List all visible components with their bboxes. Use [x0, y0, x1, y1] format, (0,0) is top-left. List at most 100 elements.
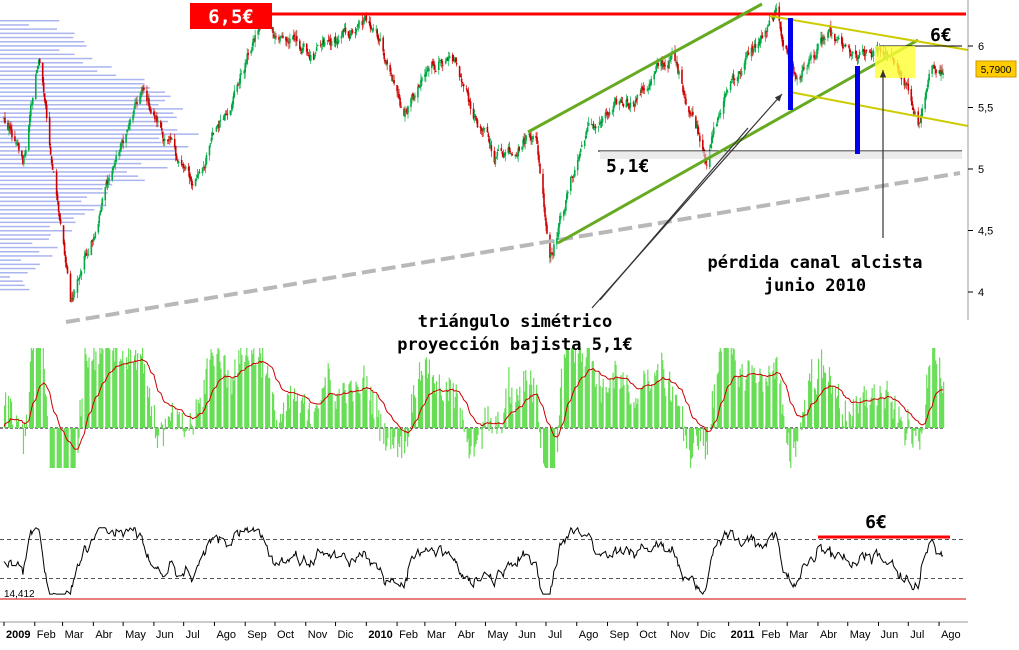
candle-body	[684, 97, 686, 99]
oscillator-bar	[88, 358, 89, 428]
oscillator-bar	[755, 383, 756, 428]
candle-body	[802, 67, 804, 71]
candle-body	[906, 83, 908, 84]
candle-body	[738, 71, 740, 79]
candle-body	[669, 60, 671, 61]
candle-body	[289, 39, 291, 43]
oscillator-bar	[182, 413, 183, 428]
oscillator-bar	[269, 378, 270, 428]
candle-body	[602, 119, 604, 123]
candle-body	[588, 123, 590, 126]
x-tick-label: Dic	[700, 629, 716, 641]
candle-body	[23, 157, 25, 164]
candle-body	[633, 102, 635, 103]
oscillator-bar	[561, 369, 562, 428]
candle-body	[855, 51, 857, 55]
oscillator-bar	[275, 428, 276, 429]
volume-profile-bar	[0, 285, 25, 287]
oscillator-bar	[762, 392, 763, 428]
x-tick-label: Abr	[820, 629, 837, 641]
candle-body	[412, 93, 414, 97]
rsi-level-label: 14,412	[4, 589, 35, 600]
x-tick-label: Oct	[277, 629, 294, 641]
volume-profile-bar	[0, 112, 173, 114]
oscillator-bar	[887, 392, 888, 428]
candle-body	[521, 147, 523, 150]
oscillator-bar	[721, 351, 722, 428]
candle-body	[531, 141, 533, 142]
candle-body	[16, 143, 18, 144]
candle-body	[352, 30, 354, 33]
oscillator-bar	[908, 420, 909, 428]
candle-body	[377, 35, 379, 40]
candle-body	[132, 115, 134, 120]
candle-body	[508, 147, 510, 152]
oscillator-bar	[912, 428, 913, 448]
oscillator-bar	[800, 422, 801, 428]
oscillator-bar	[683, 428, 684, 441]
candle-body	[164, 140, 166, 141]
candle-body	[205, 164, 207, 169]
candle-body	[212, 133, 214, 136]
triangle-annotation-line1: triángulo simétrico	[418, 312, 612, 332]
candle-body	[287, 41, 289, 42]
x-tick-label: Dic	[338, 629, 354, 641]
candle-body	[865, 51, 867, 56]
candle-body	[233, 91, 235, 97]
volume-profile-bar	[0, 37, 73, 39]
oscillator-bar	[248, 360, 249, 428]
candle-body	[796, 78, 798, 79]
x-tick-label: Jul	[910, 629, 924, 641]
candle-body	[150, 110, 152, 114]
oscillator-bar	[116, 348, 117, 428]
candle-body	[830, 27, 832, 36]
candle-body	[542, 174, 544, 194]
oscillator-bar	[481, 428, 482, 449]
candle-body	[140, 92, 142, 97]
candle-body	[670, 56, 672, 60]
candle-body	[488, 134, 490, 137]
candle-body	[220, 120, 222, 121]
candle-body	[817, 44, 819, 50]
candle-body	[828, 29, 830, 32]
candle-body	[36, 70, 38, 73]
candle-body	[209, 146, 211, 156]
candle-body	[219, 121, 221, 128]
oscillator-bar	[387, 428, 388, 438]
oscillator-bar	[213, 366, 214, 428]
candle-body	[118, 152, 120, 156]
candle-body	[543, 193, 545, 207]
candle-body	[185, 166, 187, 169]
candle-body	[942, 73, 944, 75]
candle-body	[317, 45, 319, 46]
volume-profile-bar	[0, 121, 168, 123]
candle-body	[831, 33, 833, 34]
candle-body	[598, 127, 600, 128]
oscillator-bar	[415, 398, 416, 428]
candle-body	[247, 53, 249, 55]
oscillator-bar	[850, 414, 851, 428]
oscillator-bar	[533, 378, 534, 428]
oscillator-bar	[137, 353, 138, 428]
candle-body	[822, 39, 824, 40]
oscillator-bar	[665, 396, 666, 428]
x-tick-label: May	[850, 629, 871, 641]
candle-body	[639, 94, 641, 95]
candle-body	[911, 101, 913, 105]
candle-body	[927, 80, 929, 87]
oscillator-bar	[19, 428, 20, 429]
candle-body	[734, 79, 736, 80]
oscillator-bar	[378, 410, 379, 428]
candle-body	[282, 36, 284, 38]
candle-body	[396, 85, 398, 91]
oscillator-bar	[748, 361, 749, 428]
oscillator-bar	[61, 428, 62, 468]
candle-body	[64, 242, 66, 254]
candle-body	[574, 170, 576, 177]
oscillator-bar	[682, 406, 683, 428]
candle-body	[303, 43, 305, 47]
candle-body	[11, 130, 13, 138]
x-tick-label: Abr	[95, 629, 112, 641]
volume-profile-bar	[0, 264, 40, 266]
candle-body	[475, 116, 477, 118]
